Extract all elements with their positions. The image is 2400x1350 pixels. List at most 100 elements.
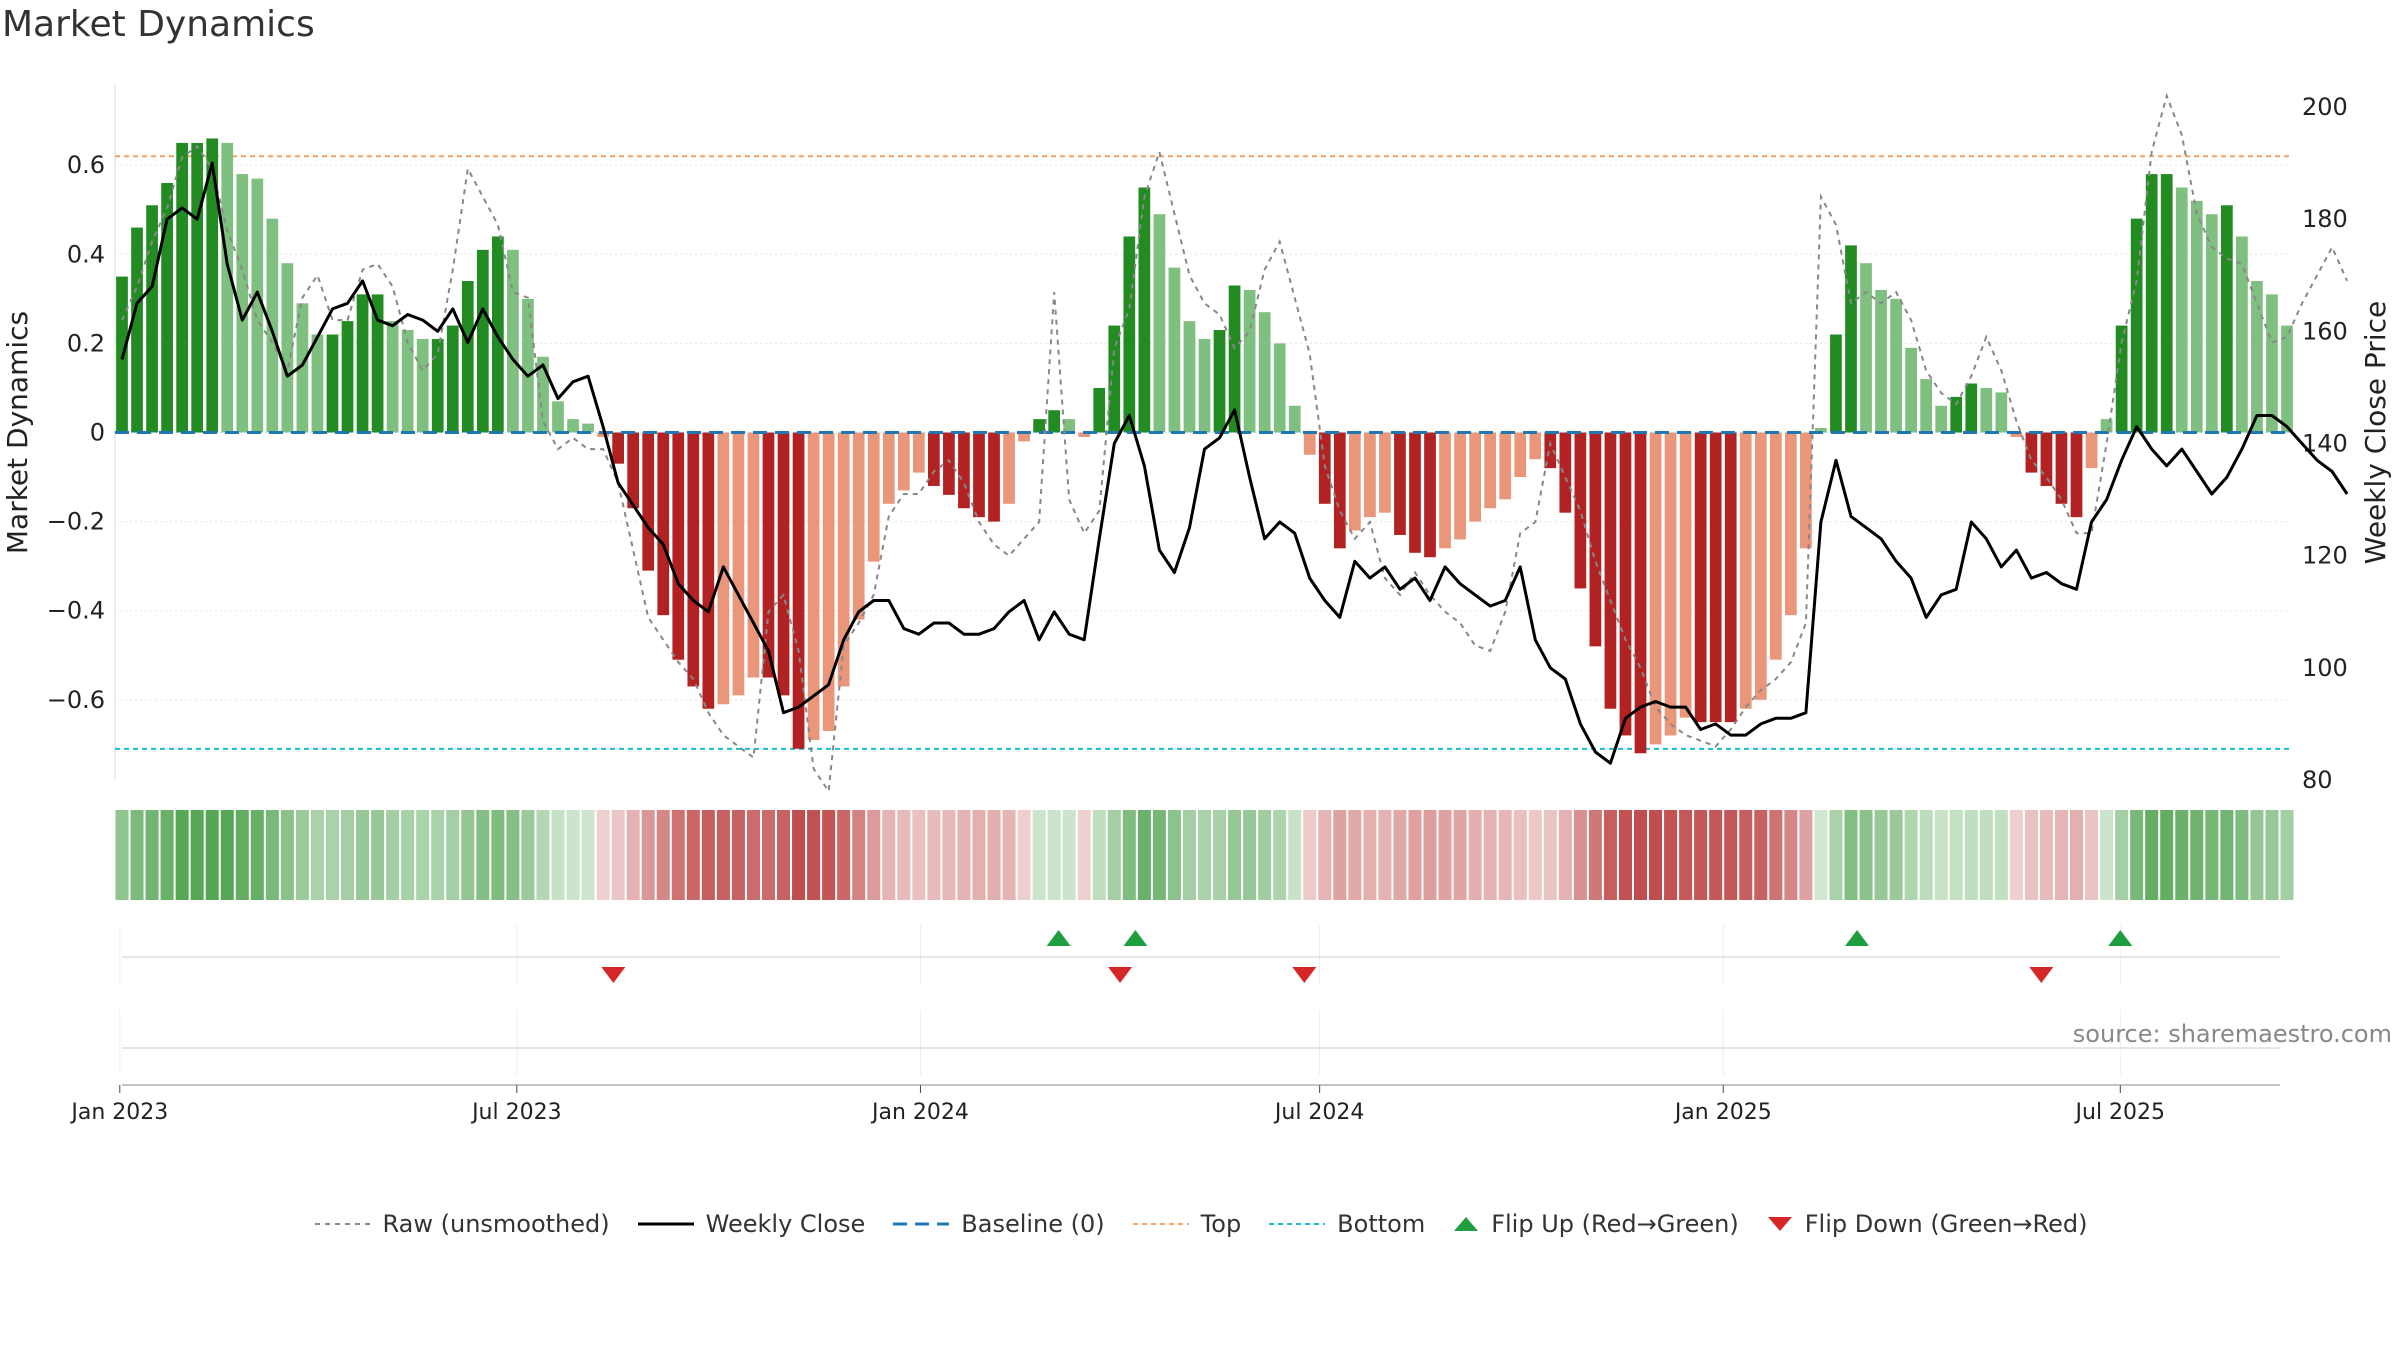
regime-band-cell <box>1724 810 1738 900</box>
regime-band-cell <box>130 810 144 900</box>
regime-band-cell <box>536 810 550 900</box>
dynamics-bar <box>2266 294 2278 433</box>
regime-band-cell <box>626 810 640 900</box>
regime-band-cell <box>2250 810 2264 900</box>
regime-band-cell <box>1664 810 1678 900</box>
dynamics-bar <box>672 432 685 660</box>
dynamics-bar <box>1273 343 1286 433</box>
dynamics-bar <box>2025 432 2038 473</box>
flip-up-marker <box>1046 930 1071 946</box>
dynamics-bar <box>341 321 354 433</box>
dynamics-bar <box>1784 432 1797 616</box>
regime-band-cell <box>280 810 294 900</box>
y-tick-label-right: 80 <box>2302 766 2333 794</box>
regime-band-cell <box>371 810 385 900</box>
flip-up-marker <box>2108 930 2133 946</box>
regime-band-cell <box>1769 810 1783 900</box>
x-tick-label: Jul 2023 <box>470 1100 562 1125</box>
regime-band-cell <box>521 810 535 900</box>
regime-band-cell <box>1017 810 1031 900</box>
y-tick-label-right: 160 <box>2302 317 2348 345</box>
dynamics-bar <box>1965 383 1978 433</box>
regime-band-cell <box>686 810 700 900</box>
regime-band-cell <box>1588 810 1602 900</box>
dynamics-bar <box>537 356 549 433</box>
legend-swatch <box>1269 1223 1326 1225</box>
dynamics-bar <box>386 321 399 433</box>
regime-band-cell <box>987 810 1001 900</box>
regime-band-cell <box>1363 810 1377 900</box>
dynamics-bar <box>2010 432 2023 437</box>
regime-band-cell <box>491 810 505 900</box>
dynamics-bar <box>973 432 985 518</box>
dynamics-bar <box>266 218 279 433</box>
dynamics-bar <box>2040 432 2053 486</box>
flip-up-marker <box>1845 930 1870 946</box>
y-tick-label-left: 0.2 <box>67 329 105 357</box>
x-tick-label: Jul 2024 <box>1273 1100 1365 1125</box>
legend-item: Top <box>1131 1210 1241 1238</box>
dynamics-bar <box>161 183 173 433</box>
dynamics-bar <box>1018 432 1030 442</box>
regime-band-cell <box>1092 810 1106 900</box>
regime-band-cell <box>942 810 956 900</box>
dynamics-bar <box>1364 432 1376 518</box>
legend-label: Flip Down (Green→Red) <box>1804 1210 2088 1238</box>
regime-band-cell <box>1318 810 1332 900</box>
regime-band-cell <box>1062 810 1076 900</box>
regime-band-cell <box>1333 810 1347 900</box>
regime-band-cell <box>1107 810 1121 900</box>
legend-swatch <box>314 1223 371 1225</box>
legend-item: Bottom <box>1267 1210 1425 1238</box>
dynamics-bar <box>461 281 474 433</box>
y-axis-label-left: Market Dynamics <box>1 311 34 554</box>
regime-band-cell <box>461 810 475 900</box>
dynamics-bar <box>1078 432 1091 437</box>
regime-band-cell <box>1453 810 1467 900</box>
dynamics-bar <box>311 334 324 433</box>
dynamics-bar <box>326 334 339 433</box>
regime-band-cell <box>190 810 204 900</box>
regime-band-cell <box>2205 810 2219 900</box>
dynamics-bar <box>1499 432 1512 500</box>
legend-label: Raw (unsmoothed) <box>382 1210 610 1238</box>
regime-band-cell <box>1303 810 1317 900</box>
x-tick-label: Jan 2024 <box>870 1100 969 1125</box>
y-tick-label-left: −0.6 <box>47 686 105 714</box>
flip-down-marker <box>2029 967 2054 983</box>
dynamics-bar <box>642 432 655 571</box>
regime-band-cell <box>2235 810 2249 900</box>
y-axis-label-right: Weekly Close Price <box>2359 301 2392 564</box>
dynamics-bar <box>1830 334 1842 433</box>
dynamics-bar <box>912 432 925 473</box>
dynamics-bar <box>1559 432 1572 513</box>
flip-down-marker <box>1108 967 1133 983</box>
dynamics-bar <box>702 432 715 709</box>
dynamics-bar <box>928 432 940 486</box>
regime-band-cell <box>1859 810 1873 900</box>
y-tick-label-right: 120 <box>2302 542 2348 570</box>
regime-band-cell <box>386 810 400 900</box>
dynamics-bar <box>852 432 865 620</box>
regime-band-cell <box>1994 810 2008 900</box>
regime-band-cell <box>822 810 836 900</box>
dynamics-bar <box>807 432 820 740</box>
regime-band-cell <box>761 810 776 900</box>
dynamics-bar <box>1123 236 1136 433</box>
dynamics-bar <box>1604 432 1617 709</box>
regime-band-cell <box>1122 810 1136 900</box>
dynamics-bar <box>837 432 850 687</box>
regime-band-cell <box>1829 810 1843 900</box>
dynamics-bar <box>1409 432 1421 553</box>
flip-up-marker <box>1123 930 1148 946</box>
regime-band-cell <box>2145 810 2159 900</box>
regime-band-cell <box>671 810 685 900</box>
dynamics-bar <box>2085 432 2098 469</box>
regime-band-cell <box>1228 810 1242 900</box>
dynamics-bar <box>1333 432 1346 549</box>
regime-band-cell <box>1348 810 1362 900</box>
dynamics-bar <box>1845 245 1857 433</box>
dynamics-bar <box>371 294 384 433</box>
dynamics-bar <box>1980 387 1993 433</box>
